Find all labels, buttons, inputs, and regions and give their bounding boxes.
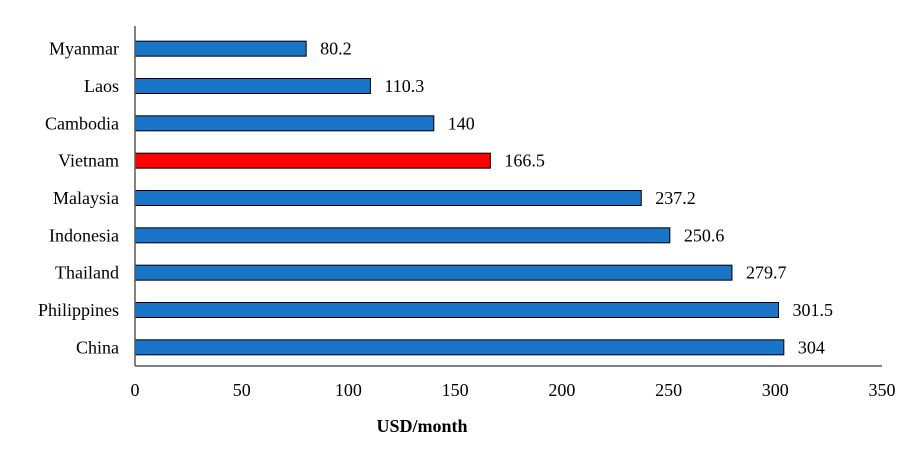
bar-thailand [134,264,733,281]
category-label-vietnam: Vietnam [58,151,119,171]
category-label-philippines: Philippines [38,300,119,320]
x-tick-label-300: 300 [762,380,789,400]
bar-laos [134,78,371,94]
value-label-laos: 110.3 [384,76,424,96]
value-label-malaysia: 237.2 [655,188,696,208]
x-tick-label-150: 150 [442,380,469,400]
value-label-china: 304 [798,337,825,357]
x-axis-title: USD/month [376,416,467,436]
x-tick-label-250: 250 [655,380,682,400]
bar-indonesia [134,227,671,244]
value-label-myanmar: 80.2 [320,39,352,59]
value-label-philippines: 301.5 [792,300,833,320]
x-tick-label-50: 50 [233,380,251,400]
bar-myanmar [134,40,307,57]
bar-vietnam [134,152,491,169]
bar-philippines [134,302,779,318]
x-tick-label-0: 0 [131,380,140,400]
x-tick-labels-group: 0 50 100 150 200 250 300 350 [131,380,896,400]
bar-cambodia [134,115,435,132]
value-label-vietnam: 166.5 [504,151,545,171]
value-label-thailand: 279.7 [746,263,787,283]
category-label-cambodia: Cambodia [45,113,119,133]
bar-china [134,339,785,356]
value-label-cambodia: 140 [448,113,475,133]
value-label-indonesia: 250.6 [684,225,725,245]
x-tick-label-200: 200 [548,380,575,400]
category-label-indonesia: Indonesia [49,225,119,245]
category-label-thailand: Thailand [55,263,119,283]
category-labels-group: Myanmar Laos Cambodia Vietnam Malaysia Indone… [38,39,119,358]
category-label-malaysia: Malaysia [53,188,119,208]
category-label-china: China [76,337,119,357]
x-tick-label-350: 350 [869,380,896,400]
category-label-myanmar: Myanmar [49,39,119,59]
category-label-laos: Laos [84,76,119,96]
x-tick-label-100: 100 [335,380,362,400]
bar-malaysia [134,190,642,206]
